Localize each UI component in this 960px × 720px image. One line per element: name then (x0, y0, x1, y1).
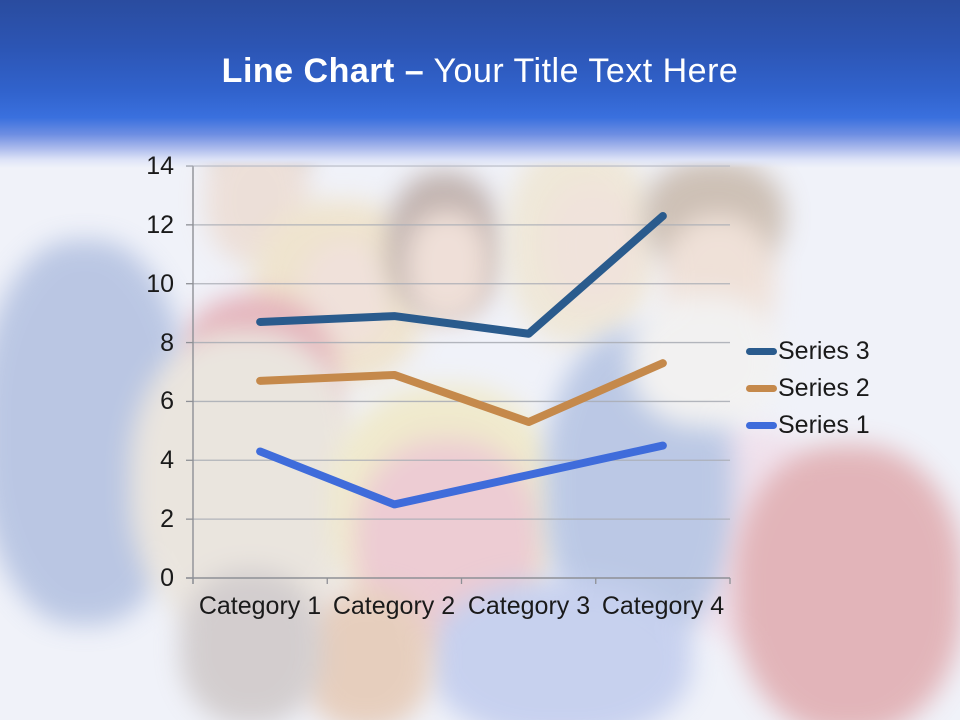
photo-boy-face-shape (663, 215, 775, 347)
photo-red-balloon-shape (355, 440, 540, 650)
photo-dark-jacket-shape (180, 570, 322, 720)
photo-girl2-face-shape (405, 210, 490, 322)
photo-red-gifts-bottomright-shape (735, 445, 960, 720)
slide-title-bold: Line Chart – (221, 52, 425, 90)
photo-girl-face-shape (300, 240, 390, 350)
slide-title-regular: Your Title Text Here (424, 52, 739, 90)
photo-brunette-hair-shape (388, 172, 500, 317)
chart-gridlines (193, 165, 730, 520)
background-photo (0, 110, 960, 720)
photo-blonde-hair-shape (252, 200, 427, 385)
chart-axes (186, 165, 731, 584)
photo-white-bow-shape (630, 295, 780, 427)
slide-title: Line Chart – Your Title Text Here (0, 52, 960, 91)
photo-blue-dress-shape (430, 580, 692, 720)
slide-header-band: Line Chart – Your Title Text Here (0, 0, 960, 168)
chart-series-lines (256, 212, 667, 509)
photo-blue-gift-right-shape (545, 330, 733, 645)
photo-blue-gifts-left-shape (0, 240, 190, 625)
photo-orange-clothing-shape (300, 590, 432, 720)
photo-yellow-balloon-shape (330, 385, 560, 630)
